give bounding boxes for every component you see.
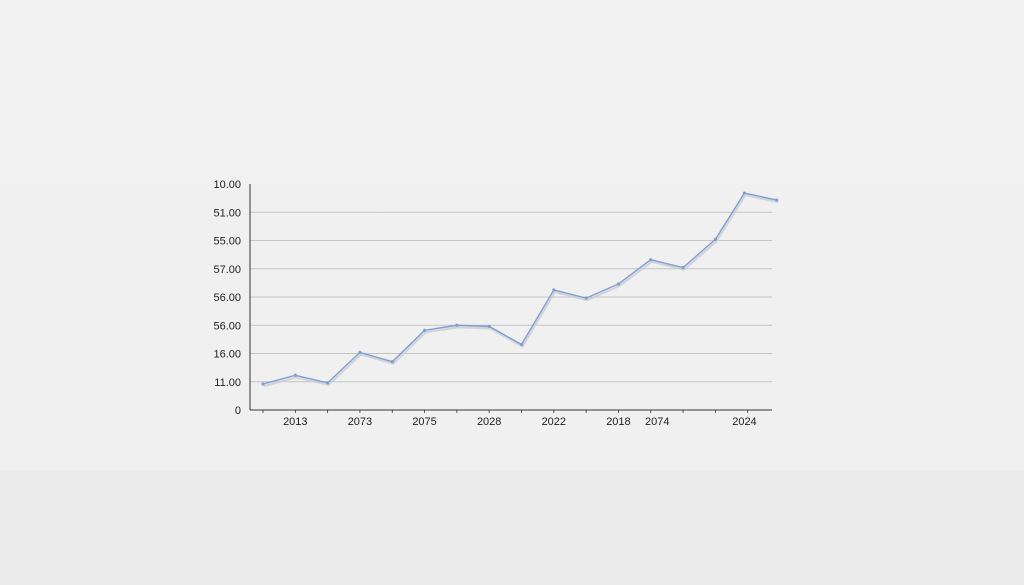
y-tick-label: 16.00 xyxy=(213,349,241,361)
x-tick-label: 2024 xyxy=(732,416,756,428)
x-tick-label: 2018 xyxy=(606,416,630,428)
y-tick-label: 56.00 xyxy=(213,320,241,332)
axes xyxy=(249,184,772,413)
y-tick-label: 10.00 xyxy=(213,179,241,191)
y-tick-label: 0 xyxy=(235,405,241,417)
data-point xyxy=(455,323,459,327)
y-tick-label: 11.00 xyxy=(214,377,241,389)
x-tick-label: 2028 xyxy=(477,416,501,428)
x-axis-ticks: 2013 2073 2075 2028 2022 2018 2074 2024 xyxy=(283,416,757,428)
data-point xyxy=(326,381,330,385)
y-tick-label: 57.00 xyxy=(213,264,241,276)
data-point xyxy=(487,324,491,328)
data-point xyxy=(261,382,265,386)
data-point xyxy=(293,373,297,377)
gridlines xyxy=(250,211,772,383)
y-tick-label: 51.00 xyxy=(213,207,241,219)
data-point xyxy=(713,237,717,241)
data-point xyxy=(552,288,556,292)
x-tick-label: 2013 xyxy=(283,416,307,428)
series-line xyxy=(262,192,777,385)
data-point xyxy=(584,296,588,300)
data-point xyxy=(649,258,653,262)
data-point xyxy=(422,328,427,332)
y-tick-label: 56.00 xyxy=(213,292,241,304)
data-point xyxy=(358,350,362,354)
x-tick-label: 2074 xyxy=(645,416,669,428)
data-point xyxy=(742,191,747,195)
series-line-shadow xyxy=(263,193,779,388)
data-point xyxy=(390,360,394,364)
y-tick-label: 55.00 xyxy=(213,236,241,248)
data-point xyxy=(616,282,621,286)
series-group xyxy=(261,191,779,388)
x-tick-label: 2075 xyxy=(412,416,436,428)
x-tick-label: 2022 xyxy=(542,416,566,428)
data-point xyxy=(519,342,524,347)
x-tick-label: 2073 xyxy=(348,416,372,428)
data-point xyxy=(775,198,779,202)
y-axis-ticks: 0 11.00 16.00 56.00 56.00 57.00 55.00 51.00 10.0… xyxy=(213,179,241,417)
data-point xyxy=(681,266,685,270)
